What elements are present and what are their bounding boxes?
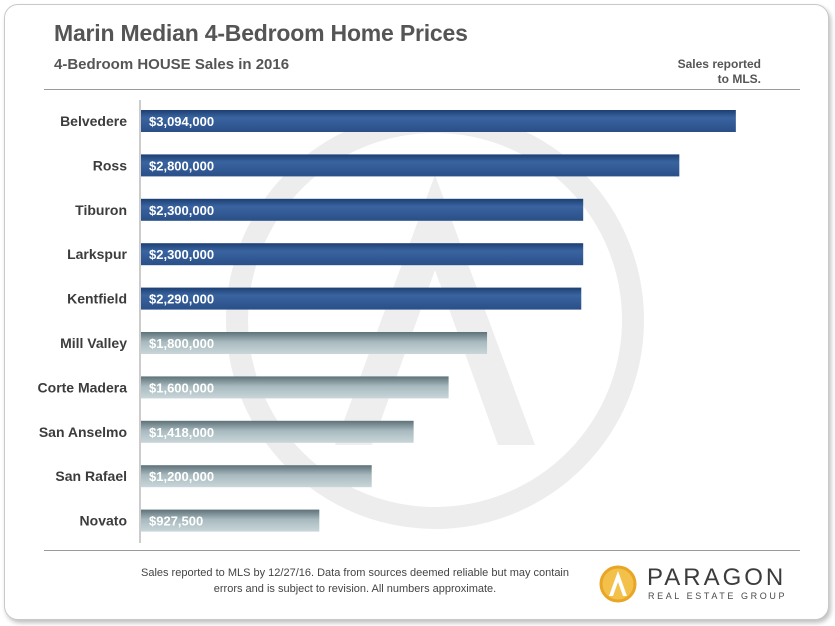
value-label: $1,200,000 [149,469,214,484]
mls-note-line-1: Sales reported [677,57,761,71]
bar-tiburon [141,198,584,221]
bar-larkspur [141,243,584,266]
value-label: $927,500 [149,514,203,529]
logo-name: PARAGON [647,564,787,591]
mls-note-line-2: to MLS. [717,72,761,86]
bar-ross [141,154,680,177]
paragon-logo-icon [599,565,637,603]
value-label: $2,300,000 [149,203,214,218]
value-label: $1,600,000 [149,380,214,395]
value-label: $2,800,000 [149,158,214,173]
footer-disclaimer: Sales reported to MLS by 12/27/16. Data … [120,565,590,597]
value-label: $3,094,000 [149,114,214,129]
category-label: San Anselmo [39,424,127,440]
logo-tagline: REAL ESTATE GROUP [648,591,788,601]
value-label: $2,300,000 [149,247,214,262]
chart-subtitle: 4-Bedroom HOUSE Sales in 2016 [54,56,290,73]
bar-san-anselmo [141,420,414,443]
category-label: Corte Madera [38,379,128,395]
value-label: $2,290,000 [149,292,214,307]
value-label: $1,418,000 [149,425,214,440]
footer-line-2: errors and is subject to revision. All n… [213,583,497,595]
chart-title: Marin Median 4-Bedroom Home Prices [54,20,468,46]
paragon-watermark-icon [226,111,644,529]
value-label: $1,800,000 [149,336,214,351]
bar-mill-valley [141,332,488,354]
paragon-logo: PARAGON REAL ESTATE GROUP [598,562,808,606]
category-label: San Rafael [55,468,127,484]
bar-group: Belvedere $3,094,000 Ross $2,800,000 Tiburon… [38,110,736,532]
category-label: Tiburon [75,202,127,218]
bottom-divider [44,550,800,551]
bar-kentfield [141,287,582,310]
category-label: Kentfield [67,291,127,307]
footer-line-1: Sales reported to MLS by 12/27/16. Data … [140,567,569,579]
top-divider [44,89,800,90]
bar-belvedere [141,110,736,132]
category-label: Novato [80,513,127,529]
category-label: Ross [93,157,127,173]
bar-novato [141,509,320,532]
bar-corte-madera [141,376,449,399]
category-label: Larkspur [67,246,127,262]
category-label: Belvedere [60,113,127,129]
mls-note: Sales reported to MLS. [621,57,761,87]
bar-san-rafael [141,465,372,488]
category-label: Mill Valley [60,335,127,351]
